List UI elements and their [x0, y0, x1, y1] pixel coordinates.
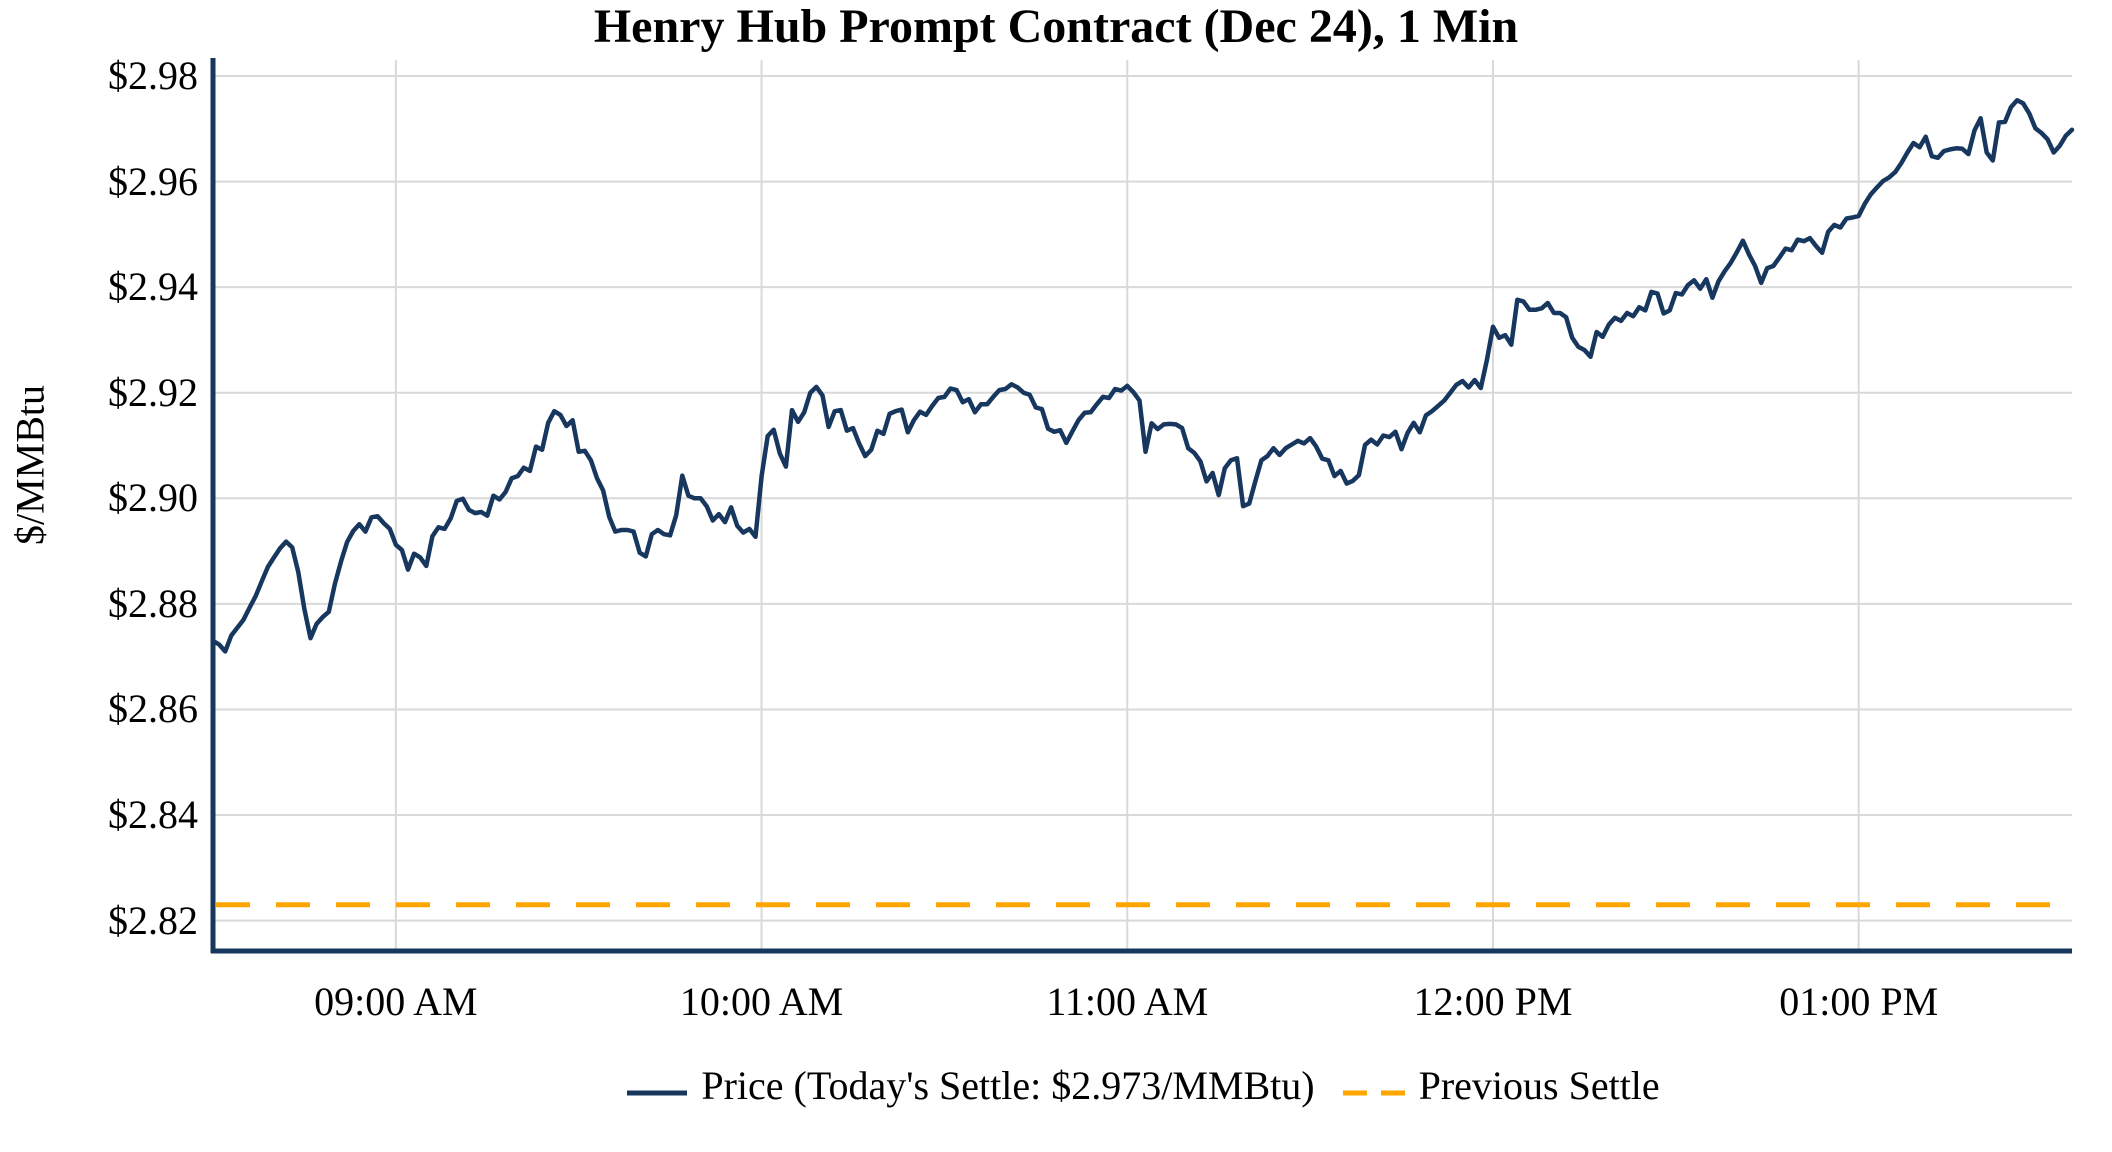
- previous-settle-legend-marker: [1341, 1062, 1407, 1110]
- y-tick-label: $2.90: [108, 475, 198, 521]
- price-line-legend-marker: [625, 1062, 689, 1110]
- x-tick-label: 09:00 AM: [314, 979, 478, 1024]
- x-tick-label: 01:00 PM: [1779, 979, 1939, 1024]
- x-tick-label: 10:00 AM: [679, 979, 844, 1024]
- legend-previous-settle-label: Previous Settle: [1418, 1063, 1660, 1108]
- price-line: [210, 98, 2075, 654]
- y-tick-label: $2.88: [108, 580, 198, 626]
- y-tick-label: $2.84: [108, 792, 198, 838]
- y-tick-label: $2.86: [108, 686, 198, 732]
- chart-title: Henry Hub Prompt Contract (Dec 24), 1 Mi…: [593, 0, 1519, 53]
- legend: Price (Today's Settle: $2.973/MMBtu) Pre…: [213, 1062, 2072, 1110]
- y-tick-label: $2.82: [108, 897, 198, 943]
- y-tick-label: $2.94: [108, 264, 198, 310]
- y-tick-label: $2.96: [108, 158, 198, 204]
- x-tick-label: 12:00 PM: [1413, 979, 1573, 1024]
- y-tick-label: $2.98: [108, 53, 198, 98]
- legend-price-label: Price (Today's Settle: $2.973/MMBtu): [701, 1063, 1315, 1108]
- x-tick-label: 11:00 AM: [1046, 979, 1209, 1024]
- y-tick-label: $2.92: [108, 369, 198, 415]
